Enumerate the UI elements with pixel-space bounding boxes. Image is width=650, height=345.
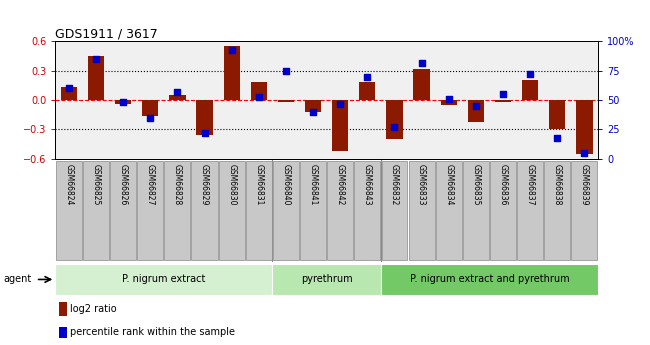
Text: GSM66843: GSM66843	[363, 164, 372, 205]
Point	[525, 71, 536, 77]
Bar	[517, 161, 543, 260]
Bar	[192, 161, 218, 260]
Text: GSM66829: GSM66829	[200, 164, 209, 205]
Bar	[218, 161, 244, 260]
Bar	[522, 80, 538, 100]
Bar	[300, 161, 326, 260]
Point	[254, 94, 264, 99]
Point	[335, 101, 345, 106]
Bar	[382, 161, 408, 260]
Text: GSM66831: GSM66831	[254, 164, 263, 205]
Point	[118, 100, 128, 105]
Text: P. nigrum extract: P. nigrum extract	[122, 274, 205, 284]
Bar	[142, 100, 159, 116]
Bar	[436, 161, 461, 260]
Point	[471, 103, 481, 109]
Bar	[58, 327, 67, 338]
Point	[308, 109, 318, 115]
Point	[226, 47, 237, 52]
Text: GSM66825: GSM66825	[92, 164, 101, 205]
Point	[91, 56, 101, 62]
Text: GSM66835: GSM66835	[471, 164, 480, 205]
Text: P. nigrum extract and pyrethrum: P. nigrum extract and pyrethrum	[410, 274, 569, 284]
Text: GSM66840: GSM66840	[281, 164, 291, 205]
Point	[443, 96, 454, 102]
Point	[417, 60, 427, 65]
Bar	[359, 82, 376, 100]
Text: pyrethrum: pyrethrum	[301, 274, 352, 284]
Point	[64, 86, 74, 91]
Bar	[88, 56, 104, 100]
Bar	[549, 100, 566, 129]
Bar	[463, 161, 489, 260]
Bar	[60, 87, 77, 100]
Text: GSM66839: GSM66839	[580, 164, 589, 205]
Point	[579, 150, 590, 156]
Text: percentile rank within the sample: percentile rank within the sample	[70, 327, 235, 337]
Bar	[354, 161, 380, 260]
Bar	[56, 161, 82, 260]
Text: GSM66830: GSM66830	[227, 164, 236, 205]
Text: GSM66837: GSM66837	[526, 164, 535, 205]
Bar	[327, 161, 353, 260]
Bar	[55, 264, 272, 295]
Bar	[110, 161, 136, 260]
Point	[281, 68, 291, 73]
Text: GSM66836: GSM66836	[499, 164, 508, 205]
Bar	[278, 100, 294, 102]
Point	[389, 124, 400, 130]
Bar	[251, 82, 267, 100]
Text: GSM66842: GSM66842	[335, 164, 345, 205]
Bar	[409, 161, 435, 260]
Bar	[164, 161, 190, 260]
Text: log2 ratio: log2 ratio	[70, 304, 117, 314]
Point	[145, 115, 155, 120]
Text: GSM66827: GSM66827	[146, 164, 155, 205]
Bar	[544, 161, 570, 260]
Bar	[58, 303, 67, 316]
Text: GSM66824: GSM66824	[64, 164, 73, 205]
Text: GSM66832: GSM66832	[390, 164, 399, 205]
Bar	[490, 161, 516, 260]
Bar	[115, 100, 131, 104]
Bar	[274, 161, 299, 260]
Bar	[495, 100, 511, 102]
Bar	[224, 46, 240, 100]
Point	[552, 135, 562, 140]
Bar	[468, 100, 484, 121]
Text: GSM66841: GSM66841	[309, 164, 318, 205]
Bar	[137, 161, 163, 260]
Text: GSM66834: GSM66834	[444, 164, 453, 205]
Text: GSM66833: GSM66833	[417, 164, 426, 205]
Bar	[381, 264, 598, 295]
Point	[200, 130, 210, 136]
Bar	[246, 161, 272, 260]
Bar	[169, 95, 185, 100]
Bar	[571, 161, 597, 260]
Bar	[577, 100, 593, 154]
Text: GDS1911 / 3617: GDS1911 / 3617	[55, 27, 158, 40]
Bar	[332, 100, 348, 151]
Bar	[441, 100, 457, 105]
Text: GSM66838: GSM66838	[552, 164, 562, 205]
Bar	[272, 264, 381, 295]
Bar	[386, 100, 402, 139]
Point	[498, 91, 508, 97]
Point	[172, 89, 183, 95]
Point	[362, 74, 372, 79]
Bar	[83, 161, 109, 260]
Bar	[196, 100, 213, 135]
Bar	[413, 69, 430, 100]
Bar	[305, 100, 321, 112]
Text: agent: agent	[3, 274, 31, 284]
Text: GSM66828: GSM66828	[173, 164, 182, 205]
Text: GSM66826: GSM66826	[118, 164, 127, 205]
